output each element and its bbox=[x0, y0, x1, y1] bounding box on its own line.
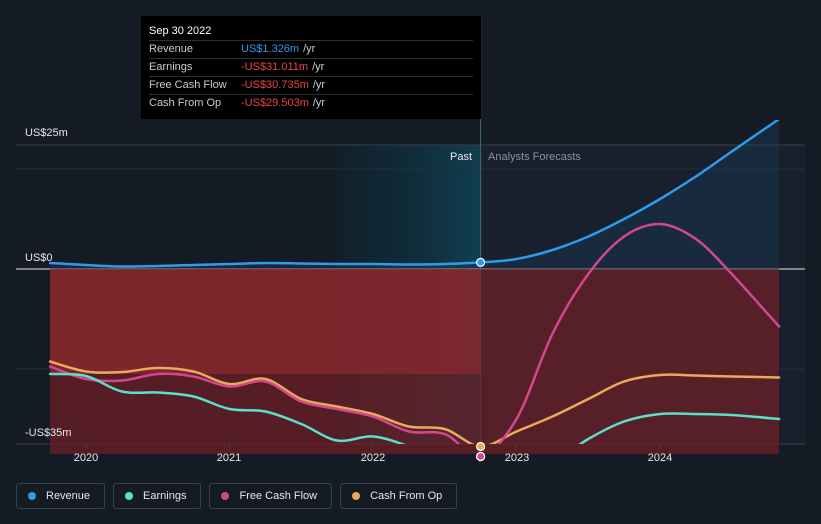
x-tick-2020: 2020 bbox=[74, 452, 98, 464]
legend-label: Free Cash Flow bbox=[239, 490, 318, 502]
series-line-cash-from-op bbox=[48, 360, 781, 444]
legend-dot-icon bbox=[352, 492, 361, 500]
legend-item-cash-from-op[interactable]: Cash From Op bbox=[340, 483, 458, 509]
legend-item-revenue[interactable]: Revenue bbox=[16, 483, 106, 509]
legend-dot-icon bbox=[28, 492, 36, 500]
tooltip-row-cash-from-op: Cash From Op -US$29.503m /yr bbox=[149, 94, 473, 112]
legend-label: Revenue bbox=[46, 490, 91, 502]
tooltip: Sep 30 2022 Revenue US$1.326m /yr Earnin… bbox=[141, 16, 481, 119]
legend-item-free-cash-flow[interactable]: Free Cash Flow bbox=[209, 483, 333, 509]
tooltip-label: Revenue bbox=[149, 43, 194, 55]
legend-label: Cash From Op bbox=[370, 490, 443, 502]
x-tick-2022: 2022 bbox=[361, 452, 385, 464]
series-markers bbox=[476, 257, 486, 462]
forecast-label: Analysts Forecasts bbox=[488, 151, 581, 163]
y-tick-zero: US$0 bbox=[25, 252, 53, 264]
series-line-earnings bbox=[48, 372, 781, 444]
tooltip-label: Free Cash Flow bbox=[149, 79, 227, 91]
legend-dot-icon bbox=[221, 492, 230, 500]
marker-free-cash-flow bbox=[476, 451, 486, 462]
marker-revenue bbox=[476, 257, 486, 267]
tooltip-row-free-cash-flow: Free Cash Flow -US$30.735m /yr bbox=[149, 76, 473, 94]
negative-zone-fill-past bbox=[50, 269, 481, 374]
tooltip-value: -US$30.735m bbox=[241, 79, 309, 91]
tooltip-row-revenue: Revenue US$1.326m /yr bbox=[149, 40, 473, 58]
legend-label: Earnings bbox=[143, 490, 187, 502]
tooltip-date: Sep 30 2022 bbox=[149, 25, 212, 37]
tooltip-unit: /yr bbox=[303, 43, 316, 55]
tooltip-label: Cash From Op bbox=[149, 97, 222, 109]
series-lines bbox=[48, 120, 781, 444]
tooltip-row-earnings: Earnings -US$31.011m /yr bbox=[149, 58, 473, 76]
legend-item-earnings[interactable]: Earnings bbox=[113, 483, 202, 509]
tooltip-value: -US$29.503m bbox=[241, 97, 309, 109]
series-fills bbox=[50, 119, 780, 454]
tooltip-value: -US$31.011m bbox=[241, 61, 309, 73]
series-line-revenue bbox=[48, 120, 780, 268]
tooltip-unit: /yr bbox=[312, 79, 326, 91]
legend-dot-icon bbox=[125, 492, 134, 500]
tooltip-unit: /yr bbox=[312, 61, 325, 73]
series-line-free-cash-flow bbox=[48, 222, 781, 444]
revenue-area-fill bbox=[50, 119, 780, 269]
y-tick-bottom: -US$35m bbox=[25, 427, 71, 439]
axis-ticks bbox=[85, 444, 661, 449]
tooltip-value: US$1.326m bbox=[241, 43, 300, 55]
past-label: Past bbox=[450, 151, 472, 163]
y-tick-top: US$25m bbox=[25, 127, 68, 139]
tooltip-label: Earnings bbox=[149, 61, 193, 73]
x-tick-2023: 2023 bbox=[505, 452, 529, 464]
x-tick-2024: 2024 bbox=[648, 452, 672, 464]
tooltip-unit: /yr bbox=[312, 97, 326, 109]
chart-legend: Revenue Earnings Free Cash Flow Cash Fro… bbox=[16, 483, 458, 509]
x-tick-2021: 2021 bbox=[217, 452, 241, 464]
marker-cash-from-op bbox=[476, 441, 486, 452]
